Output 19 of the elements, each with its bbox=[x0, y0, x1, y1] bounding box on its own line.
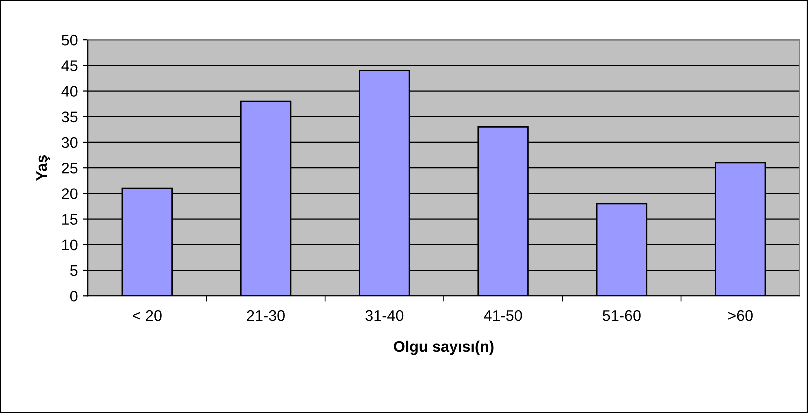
y-tick-label: 10 bbox=[62, 240, 78, 251]
x-tick-label: < 20 bbox=[133, 310, 162, 322]
y-axis-title: Yaş bbox=[36, 156, 50, 181]
y-tick-label: 20 bbox=[62, 188, 78, 200]
y-tick-label: 0 bbox=[70, 290, 78, 302]
y-tick-label: 30 bbox=[62, 137, 78, 148]
y-tick-label: 35 bbox=[62, 112, 78, 123]
x-tick-label: 51-60 bbox=[603, 310, 641, 322]
y-tick-label: 25 bbox=[62, 162, 78, 174]
x-axis-title: Olgu sayısı(n) bbox=[394, 340, 494, 356]
x-tick-label: 31-40 bbox=[366, 310, 404, 322]
y-tick-label: 40 bbox=[62, 86, 78, 97]
y-tick-label: 45 bbox=[62, 60, 78, 72]
x-tick-label: >60 bbox=[728, 310, 753, 322]
x-tick-label: 21-30 bbox=[247, 310, 285, 322]
y-tick-label: 15 bbox=[62, 214, 78, 225]
y-tick-label: 5 bbox=[70, 266, 78, 276]
y-tick-label: 50 bbox=[62, 34, 78, 46]
x-tick-label: 41-50 bbox=[484, 310, 522, 322]
